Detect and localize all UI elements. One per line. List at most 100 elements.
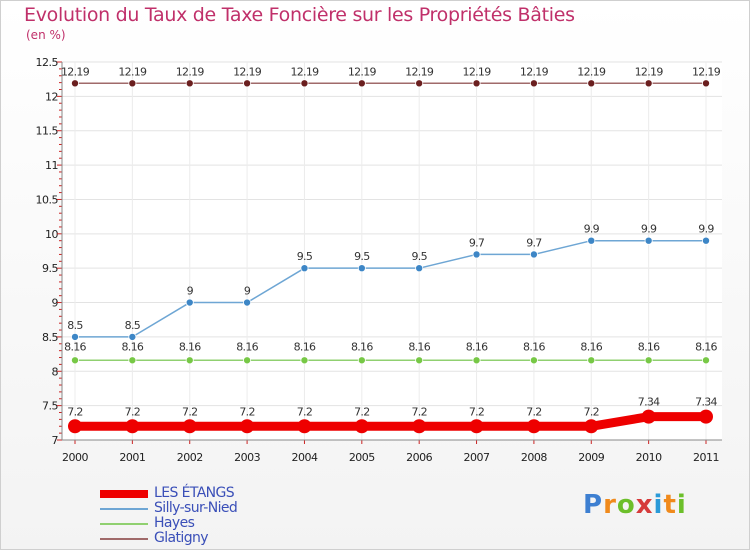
legend-swatch-les-etangs [100,490,148,498]
data-point-0 [584,419,599,434]
data-point-2 [128,356,137,365]
legend-swatch-hayes [100,523,148,525]
data-label-1: 8.5 [67,319,83,332]
data-label-1: 8.5 [125,319,141,332]
y-tick-label: 10.5 [36,193,59,206]
x-tick-label: 2002 [177,451,203,464]
data-point-3 [300,79,309,88]
legend-label-hayes: Hayes [154,515,195,531]
x-tick-label: 2007 [464,451,490,464]
data-label-2: 8.16 [523,340,545,353]
data-label-0: 7.2 [526,405,541,418]
legend-label-glatigny: Glatigny [154,530,209,546]
data-point-1 [300,264,309,273]
data-point-2 [472,356,481,365]
data-point-1 [529,250,538,259]
y-tick-label: 10 [45,228,58,241]
data-label-3: 12.19 [577,65,606,78]
data-label-3: 12.19 [118,65,147,78]
data-point-1 [128,332,137,341]
data-label-2: 8.16 [638,340,660,353]
data-label-2: 8.16 [64,340,86,353]
data-point-3 [71,79,80,88]
x-tick-label: 2011 [693,451,719,464]
data-point-0 [297,419,312,434]
data-point-3 [128,79,137,88]
data-point-2 [529,356,538,365]
data-label-3: 12.19 [61,65,90,78]
data-point-3 [587,79,596,88]
y-tick-label: 7.5 [42,400,58,413]
chart-unit: (en %) [26,28,66,42]
data-label-0: 7.2 [584,405,599,418]
data-point-1 [71,332,80,341]
y-tick-label: 7 [52,434,59,447]
data-label-1: 9.5 [354,250,370,263]
y-tick-label: 9 [52,297,59,310]
legend-swatch-silly-sur-nied [100,508,148,510]
data-point-2 [702,356,711,365]
data-point-2 [357,356,366,365]
x-tick-label: 2004 [291,451,317,464]
chart-legend: LES ÉTANGS Silly-sur-Nied Hayes Glatigny [100,485,320,546]
data-label-2: 8.16 [580,340,602,353]
data-point-0 [182,419,197,434]
data-label-2: 8.16 [179,340,201,353]
data-label-3: 12.19 [463,65,492,78]
data-label-0: 7.34 [638,396,660,409]
data-label-0: 7.34 [695,396,717,409]
data-point-1 [644,236,653,245]
data-label-0: 7.2 [297,405,312,418]
x-tick-label: 2010 [636,451,662,464]
data-point-2 [644,356,653,365]
data-label-3: 12.19 [405,65,434,78]
data-point-1 [185,298,194,307]
y-tick-label: 12.5 [36,56,59,69]
data-label-0: 7.2 [354,405,369,418]
data-point-3 [185,79,194,88]
data-point-1 [357,264,366,273]
chart-title: Evolution du Taux de Taxe Foncière sur l… [24,4,575,26]
data-point-0 [354,419,369,434]
legend-item-glatigny: Glatigny [100,530,320,546]
data-label-3: 12.19 [290,65,319,78]
data-label-1: 9 [187,285,194,298]
data-point-3 [702,79,711,88]
data-point-2 [243,356,252,365]
y-tick-label: 11 [45,159,58,172]
x-tick-label: 2000 [62,451,88,464]
data-point-2 [415,356,424,365]
data-label-0: 7.2 [469,405,484,418]
legend-swatch-glatigny [100,538,148,540]
data-label-3: 12.19 [692,65,721,78]
x-tick-label: 2009 [578,451,604,464]
data-point-2 [185,356,194,365]
y-tick-label: 11.5 [36,125,59,138]
data-label-3: 12.19 [520,65,549,78]
data-label-1: 9.9 [698,223,714,236]
data-label-0: 7.2 [411,405,426,418]
data-label-0: 7.2 [67,405,82,418]
data-label-2: 8.16 [122,340,144,353]
data-point-0 [641,409,656,424]
legend-item-hayes: Hayes [100,515,320,531]
data-label-2: 8.16 [351,340,373,353]
data-label-1: 9.7 [526,236,542,249]
data-point-0 [68,419,82,434]
data-point-0 [469,419,484,434]
x-tick-label: 2005 [349,451,375,464]
series-line-0 [70,412,711,431]
data-point-3 [529,79,538,88]
data-point-0 [125,419,140,434]
data-label-0: 7.2 [125,405,140,418]
data-label-3: 12.19 [233,65,262,78]
plot-area [62,62,722,440]
data-label-3: 12.19 [176,65,205,78]
legend-item-silly-sur-nied: Silly-sur-Nied [100,500,320,516]
data-point-2 [300,356,309,365]
legend-label-les-etangs: LES ÉTANGS [154,485,235,501]
data-point-1 [702,236,711,245]
proxiti-logo: Proxiti [583,490,687,520]
data-point-1 [587,236,596,245]
